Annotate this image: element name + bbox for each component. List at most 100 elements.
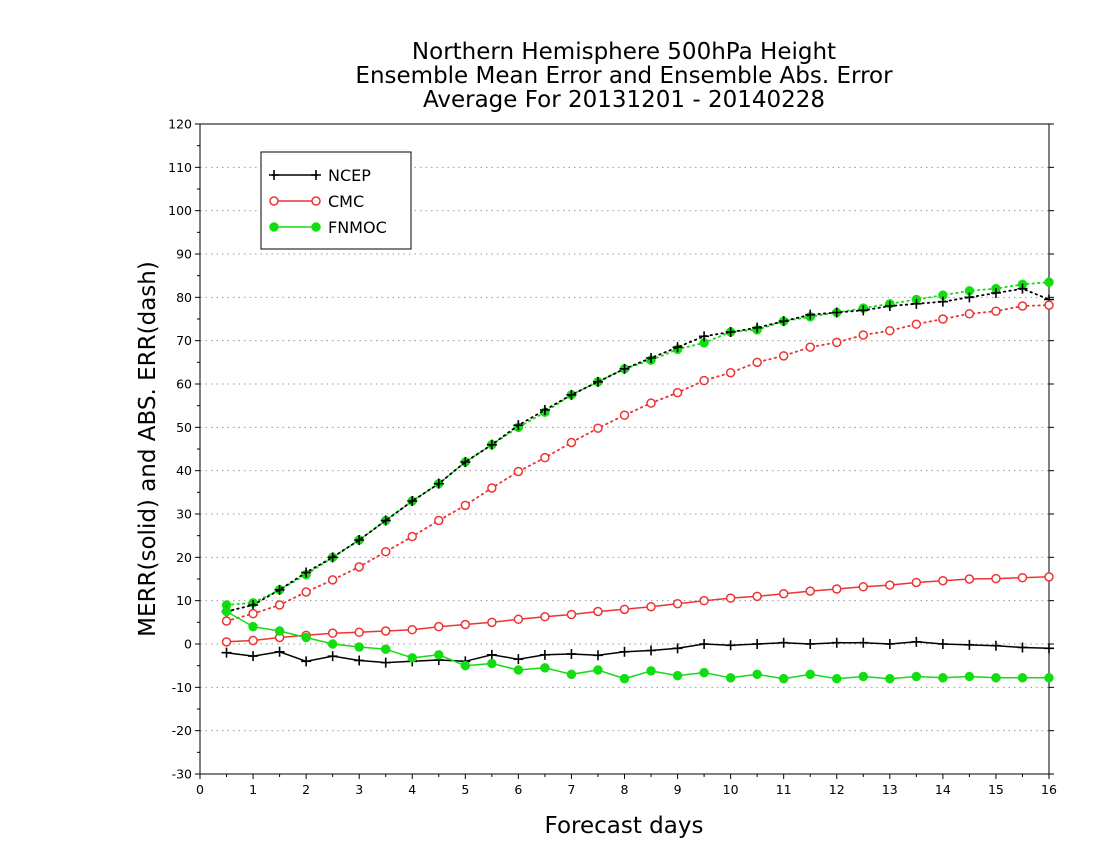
legend-marker	[311, 196, 321, 206]
ncep-mean-error-point	[937, 639, 948, 649]
cmc-mean-error-point	[699, 595, 709, 606]
fnmoc-mean-error-line	[226, 610, 1049, 680]
cmc-mean-error-point	[248, 635, 258, 646]
ncep-abs-error-point	[513, 420, 524, 431]
fnmoc-mean-error-point	[619, 673, 630, 684]
ncep-mean-error-point	[672, 643, 683, 654]
ncep-abs-error-point	[725, 327, 736, 337]
fnmoc-mean-error-point	[513, 665, 524, 675]
ncep-mean-error-point	[858, 637, 869, 648]
ncep-mean-error-point	[274, 646, 285, 657]
y-axis-label: MERR(solid) and ABS. ERR(dash)	[135, 261, 161, 637]
cmc-mean-error-point	[752, 591, 762, 602]
fnmoc-mean-error-point	[778, 673, 789, 684]
cmc-abs-error-point	[513, 466, 524, 477]
y-axis: -30 -20 -10 0 10 20 30 40 50 60 70 80 90 100 110 120	[168, 117, 1054, 782]
cmc-abs-error-point	[911, 319, 922, 329]
chart-title-line: Average For 20131201 - 20140228	[423, 87, 825, 113]
x-axis-label: Forecast days	[545, 813, 704, 839]
y-tick-label: -10	[172, 680, 192, 695]
cmc-abs-error-point	[964, 309, 975, 319]
cmc-abs-error-point	[407, 531, 417, 542]
cmc-abs-error-point	[354, 562, 364, 572]
y-tick-label: -30	[172, 767, 192, 782]
cmc-mean-error-point	[832, 584, 842, 594]
ncep-abs-error-point	[752, 322, 763, 333]
ncep-mean-error-point	[221, 647, 232, 658]
cmc-mean-error-point	[938, 575, 948, 586]
x-tick-label: 11	[776, 782, 792, 797]
cmc-abs-error-point	[832, 337, 842, 348]
cmc-abs-error-point	[460, 500, 471, 511]
ncep-abs-error-point	[433, 478, 444, 489]
ncep-mean-error-point	[486, 649, 497, 660]
ncep-abs-error-point	[1017, 283, 1028, 294]
y-tick-label: 100	[168, 203, 192, 218]
cmc-abs-error-point	[778, 351, 789, 361]
y-tick-label: 10	[176, 593, 192, 608]
legend-label: NCEP	[328, 166, 371, 185]
cmc-abs-error-point	[619, 410, 630, 420]
legend-label: FNMOC	[328, 218, 387, 237]
fnmoc-abs-error-point	[1044, 277, 1054, 287]
y-tick-label: 40	[176, 463, 192, 478]
cmc-abs-error-point	[1044, 300, 1054, 310]
ncep-abs-error-point	[274, 584, 285, 595]
legend-label: CMC	[328, 192, 364, 211]
fnmoc-mean-error-point	[354, 642, 364, 652]
ncep-abs-error-point	[964, 292, 975, 303]
fnmoc-mean-error-point	[487, 658, 497, 669]
fnmoc-mean-error-point	[964, 671, 975, 682]
ncep-abs-error-point	[566, 389, 577, 400]
ncep-mean-error-point	[725, 640, 736, 651]
x-tick-label: 5	[461, 782, 469, 797]
ncep-abs-error-point	[805, 309, 816, 320]
fnmoc-mean-error-point	[646, 666, 656, 676]
cmc-abs-error-point	[434, 515, 444, 526]
fnmoc-mean-error-point	[407, 653, 417, 663]
ncep-abs-error-point	[619, 363, 630, 374]
ncep-mean-error-point	[327, 651, 338, 662]
ncep-abs-error-point	[248, 600, 259, 610]
ncep-mean-error-point	[646, 645, 657, 656]
ncep-abs-error-point	[646, 353, 657, 363]
cmc-abs-error-point	[327, 575, 338, 585]
x-tick-label: 6	[514, 782, 522, 797]
cmc-mean-error-point	[513, 614, 524, 625]
x-tick-label: 2	[302, 782, 310, 797]
cmc-mean-error-point	[460, 619, 471, 630]
cmc-mean-error-point	[858, 582, 869, 592]
x-tick-label: 16	[1041, 782, 1057, 797]
cmc-mean-error-point	[221, 637, 232, 647]
cmc-abs-error-point	[380, 546, 391, 557]
ncep-abs-error-point	[672, 342, 683, 353]
y-tick-label: 30	[176, 507, 192, 522]
ncep-abs-error-point	[831, 307, 842, 318]
ncep-mean-error-point	[592, 650, 603, 661]
fnmoc-mean-error-point	[805, 669, 815, 680]
ncep-abs-error-point	[380, 515, 391, 526]
fnmoc-mean-error-point	[911, 671, 922, 682]
fnmoc-mean-error-point	[699, 667, 709, 678]
fnmoc-mean-error-point	[725, 673, 736, 683]
cmc-mean-error-line	[226, 576, 1050, 643]
ncep-mean-error-line	[226, 641, 1050, 664]
cmc-abs-error-point	[221, 616, 232, 626]
cmc-mean-error-point	[885, 580, 895, 590]
ncep-mean-error-point	[380, 657, 391, 668]
cmc-abs-error-line	[225, 304, 1050, 622]
y-tick-label: 110	[168, 160, 192, 175]
cmc-abs-error-point	[752, 357, 762, 368]
legend-marker	[269, 170, 279, 180]
ncep-mean-error-point	[990, 640, 1001, 651]
cmc-abs-error-point	[672, 387, 683, 398]
y-tick-label: 50	[176, 420, 192, 435]
y-tick-label: 70	[176, 333, 192, 348]
ncep-abs-error-point	[539, 405, 550, 415]
cmc-mean-error-point	[646, 601, 656, 612]
y-tick-label: 60	[176, 377, 192, 392]
ncep-abs-error-point	[354, 535, 365, 545]
grid-lines	[200, 166, 1049, 732]
legend-marker	[269, 196, 279, 206]
ncep-mean-error-point	[831, 637, 842, 648]
